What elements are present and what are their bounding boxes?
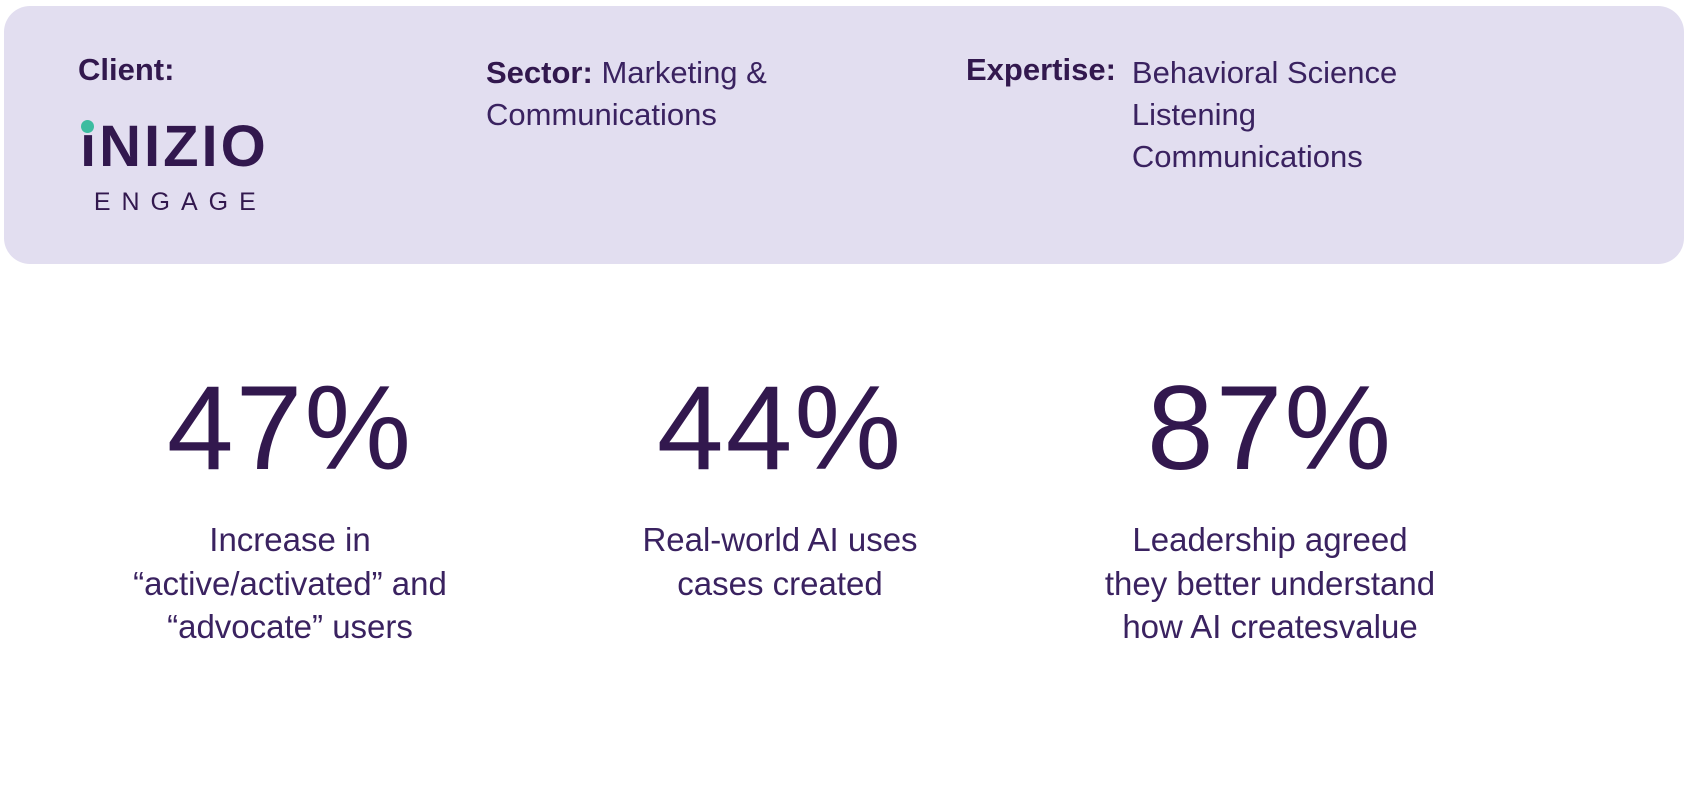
stats-row: 47% Increase in “active/activated” and “… (45, 368, 1515, 649)
expertise-values: Behavioral Science Listening Communicati… (1131, 55, 1398, 174)
logo-subtext: ENGAGE (93, 188, 267, 216)
stat-description: Leadership agreed they better understand… (1104, 521, 1436, 646)
inizio-engage-logo: ı NIZIO ENGAGE (80, 118, 269, 217)
stat-card-ai-use-cases: 44% Real-world AI uses cases created (535, 368, 1025, 649)
logo-wordmark-rest: NIZIO (99, 114, 269, 179)
stat-description: Real-world AI uses cases created (642, 521, 918, 602)
logo-teal-dot-icon (81, 120, 94, 133)
expertise-label: Expertise: (966, 52, 1116, 87)
stat-card-active-users: 47% Increase in “active/activated” and “… (45, 368, 535, 649)
stat-value: 44% (656, 361, 904, 495)
stat-value: 87% (1146, 361, 1394, 495)
client-column: Client: ı NIZIO ENGAGE (78, 52, 486, 264)
stat-description: Increase in “active/activated” and “advo… (133, 521, 447, 646)
sector-value: Marketing & Communications (486, 55, 767, 132)
client-info-banner: Client: ı NIZIO ENGAGE Sector: Marketing … (4, 6, 1684, 264)
logo-letter-i: ı (80, 114, 100, 179)
stat-value: 47% (166, 361, 414, 495)
sector-label: Sector: (486, 55, 593, 90)
sector-column: Sector: Marketing & Communications (486, 52, 966, 264)
logo-wordmark: ı NIZIO (80, 118, 269, 176)
client-label: Client: (78, 52, 175, 87)
expertise-column: Expertise: Behavioral Science Listening … (966, 52, 1624, 264)
stat-card-leadership: 87% Leadership agreed they better unders… (1025, 368, 1515, 649)
